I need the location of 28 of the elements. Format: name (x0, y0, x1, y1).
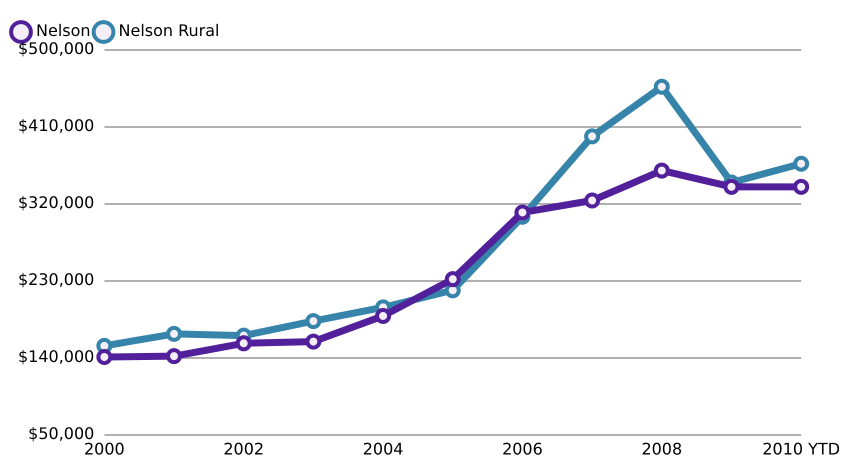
point (723, 178, 740, 195)
point (654, 78, 670, 95)
legend-label: Nelson Rural (118, 21, 220, 40)
y-tick-label: $410,000 (18, 116, 94, 136)
point (584, 128, 600, 144)
x-tick-label: 2010 YTD (762, 440, 840, 459)
point (793, 178, 810, 195)
legend-label: Nelson (36, 21, 91, 40)
y-tick-label: $230,000 (18, 270, 94, 290)
point (444, 271, 461, 288)
point (305, 313, 322, 330)
point (793, 156, 810, 172)
point (166, 326, 182, 342)
y-tick-label: $140,000 (18, 346, 94, 366)
point (96, 348, 112, 365)
point (236, 335, 252, 352)
point (584, 192, 600, 208)
y-tick-label: $320,000 (18, 193, 94, 212)
point (514, 204, 530, 220)
x-tick-label: 2004 (362, 440, 404, 459)
x-tick-label: 2008 (641, 440, 682, 459)
point (654, 162, 670, 179)
x-tick-label: 2006 (502, 440, 543, 459)
point (305, 334, 322, 350)
point (375, 308, 392, 324)
x-tick-label: 2002 (223, 440, 264, 459)
y-tick-label: $500,000 (18, 39, 94, 58)
point (166, 348, 182, 364)
